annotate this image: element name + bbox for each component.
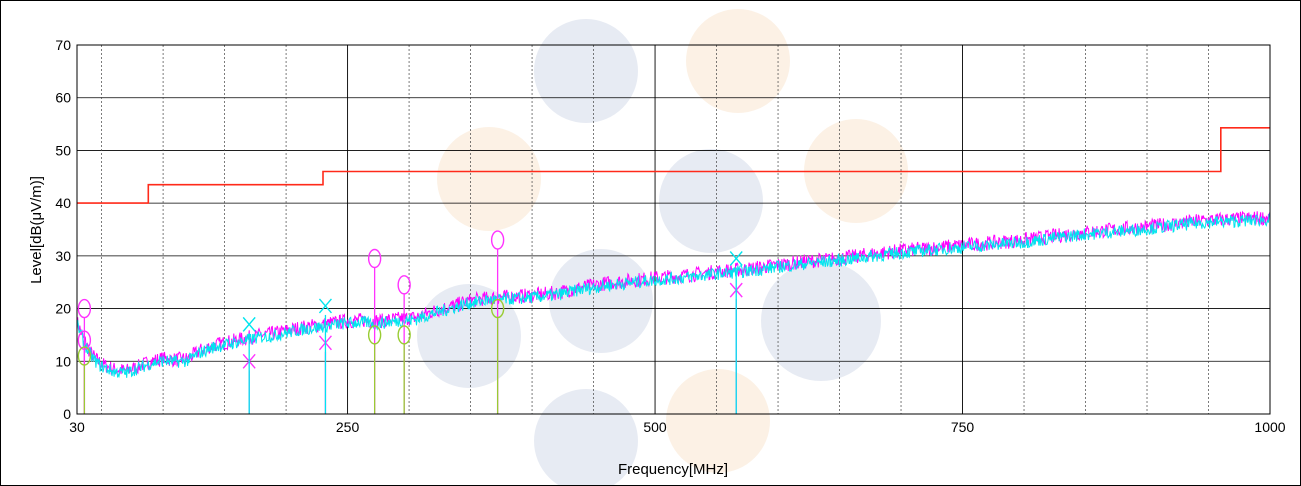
peak-marker-x (318, 298, 332, 414)
watermark-blob (686, 9, 790, 113)
series-layer (76, 127, 1271, 379)
peak-marker-circle (367, 325, 382, 414)
tick-labels: 0 10 20 30 40 50 60 70 30 250 500 750 1000 (55, 37, 1285, 435)
y-tick-label: 30 (55, 248, 71, 264)
peak-marker-x (242, 316, 256, 414)
peak-marker-x (729, 251, 743, 414)
marker-symbol (397, 325, 411, 345)
watermark-blob (761, 261, 881, 381)
plot-border (76, 44, 1271, 415)
marker-symbol (490, 298, 505, 319)
y-tick-label: 10 (55, 353, 71, 369)
y-tick-label: 50 (55, 142, 71, 158)
peak-marker-circle (490, 298, 505, 414)
watermark-blob (549, 249, 653, 353)
watermark-blob (534, 389, 638, 485)
marker-symbol (729, 251, 743, 266)
watermark-blob (437, 127, 541, 231)
marker-symbol (367, 325, 382, 345)
trace-cyan (76, 213, 1271, 379)
marker-symbol (367, 248, 382, 269)
x-tick-label: 500 (643, 419, 667, 435)
y-tick-label: 60 (55, 90, 71, 106)
marker-symbol (77, 298, 92, 319)
watermark-blob (666, 369, 770, 473)
x-tick-label: 750 (951, 419, 975, 435)
watermark (417, 9, 908, 485)
x-tick-label: 250 (336, 419, 360, 435)
y-tick-label: 0 (63, 406, 71, 422)
x-tick-label: 30 (69, 419, 85, 435)
marker-layer (77, 230, 743, 414)
watermark-blob (659, 149, 763, 253)
x-tick-label: 1000 (1254, 419, 1285, 435)
grid (77, 45, 1270, 414)
y-tick-label: 20 (55, 301, 71, 317)
watermark-blob (534, 19, 638, 123)
trace-magenta (76, 210, 1271, 375)
peak-marker-circle (397, 325, 411, 414)
marker-symbol (490, 230, 505, 250)
y-tick-label: 70 (55, 37, 71, 53)
marker-symbol (77, 346, 92, 366)
peak-marker-circle (77, 346, 92, 414)
y-axis-label: Level[dB(μV/m)] (28, 176, 45, 284)
marker-symbol (397, 275, 411, 295)
marker-symbol (318, 298, 332, 314)
marker-symbol (77, 330, 92, 350)
limit-line (77, 127, 1270, 204)
y-tick-label: 40 (55, 195, 71, 211)
x-axis-label: Frequency[MHz] (618, 461, 728, 478)
marker-symbol (242, 316, 256, 332)
